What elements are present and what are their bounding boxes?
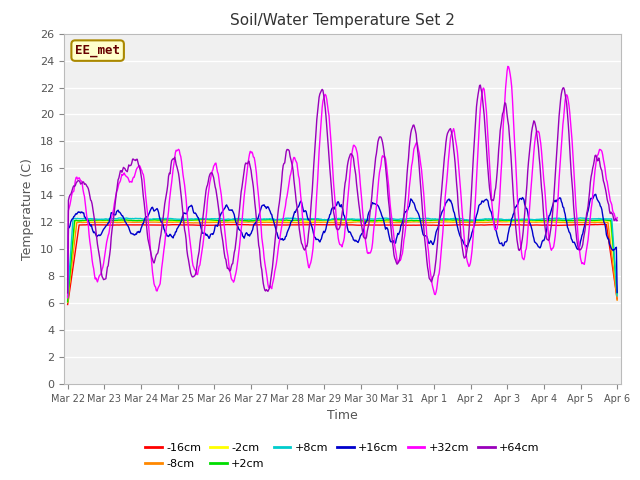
- Text: EE_met: EE_met: [75, 44, 120, 57]
- Legend: -16cm, -8cm, -2cm, +2cm, +8cm, +16cm, +32cm, +64cm: -16cm, -8cm, -2cm, +2cm, +8cm, +16cm, +3…: [141, 439, 544, 473]
- Title: Soil/Water Temperature Set 2: Soil/Water Temperature Set 2: [230, 13, 455, 28]
- X-axis label: Time: Time: [327, 409, 358, 422]
- Y-axis label: Temperature (C): Temperature (C): [22, 158, 35, 260]
